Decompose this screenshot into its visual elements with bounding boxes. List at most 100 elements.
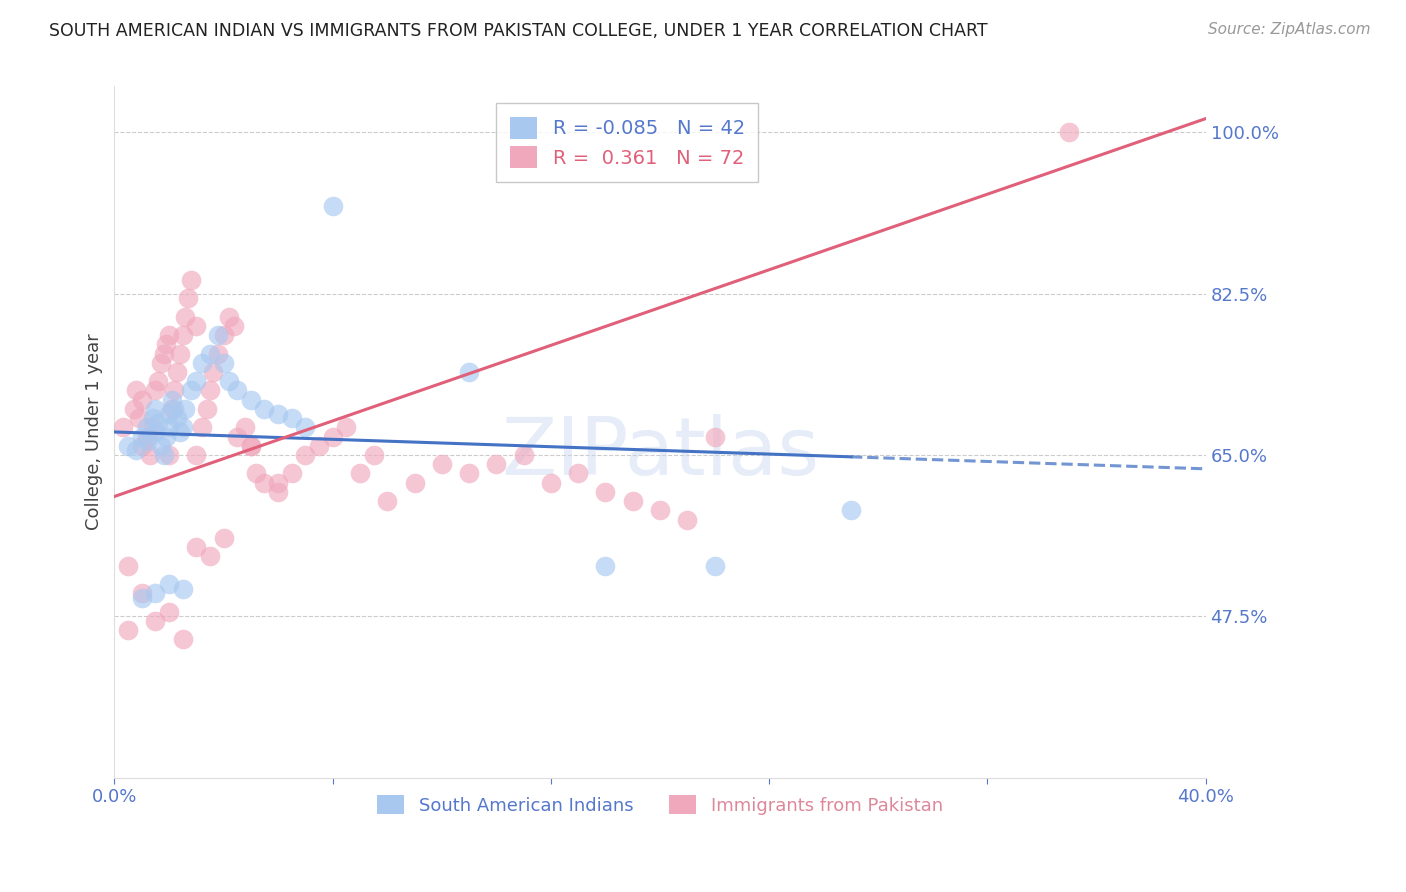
Point (363, 448, 385, 462)
Point (180, 384, 202, 398)
Point (122, 401, 145, 416)
Point (280, 467, 302, 481)
Point (157, 328, 180, 343)
Point (152, 448, 174, 462)
Point (567, 467, 589, 481)
Point (174, 310, 197, 324)
Point (157, 407, 180, 421)
Point (201, 365, 224, 379)
Point (186, 540, 208, 554)
Point (157, 420, 180, 434)
Text: ZIPatlas: ZIPatlas (501, 414, 820, 491)
Point (430, 457, 453, 471)
Point (136, 429, 159, 443)
Point (235, 420, 257, 434)
Point (294, 448, 316, 462)
Point (280, 411, 302, 425)
Point (186, 374, 208, 388)
Point (163, 401, 186, 416)
Point (212, 356, 235, 370)
Point (322, 199, 344, 213)
Point (212, 531, 235, 545)
Point (180, 273, 202, 287)
Point (676, 512, 699, 526)
Point (149, 356, 172, 370)
Point (335, 420, 357, 434)
Point (152, 346, 174, 360)
Point (157, 605, 180, 619)
Legend: South American Indians, Immigrants from Pakistan: South American Indians, Immigrants from … (368, 787, 952, 824)
Point (149, 439, 172, 453)
Point (172, 328, 194, 343)
Point (172, 582, 194, 596)
Point (375, 494, 398, 508)
Point (155, 429, 177, 443)
Point (1057, 125, 1080, 139)
Point (349, 467, 371, 481)
Point (169, 346, 191, 360)
Point (245, 467, 267, 481)
Point (226, 384, 249, 398)
Point (458, 365, 481, 379)
Point (512, 448, 534, 462)
Y-axis label: College, Under 1 year: College, Under 1 year (86, 334, 103, 531)
Point (703, 429, 725, 443)
Point (169, 425, 191, 439)
Point (253, 401, 276, 416)
Point (267, 407, 290, 421)
Point (166, 411, 188, 425)
Point (621, 494, 644, 508)
Point (224, 318, 246, 333)
Point (322, 429, 344, 443)
Point (143, 425, 166, 439)
Point (172, 420, 194, 434)
Point (186, 448, 208, 462)
Point (198, 384, 221, 398)
Point (595, 558, 617, 573)
Point (648, 503, 671, 517)
Point (190, 356, 212, 370)
Point (267, 484, 290, 499)
Point (195, 401, 218, 416)
Point (131, 392, 153, 407)
Point (239, 392, 262, 407)
Point (143, 614, 166, 628)
Point (212, 328, 235, 343)
Point (155, 337, 177, 351)
Point (136, 420, 159, 434)
Point (125, 443, 148, 458)
Point (117, 439, 139, 453)
Point (160, 401, 183, 416)
Point (174, 401, 197, 416)
Point (111, 420, 134, 434)
Point (190, 420, 212, 434)
Point (136, 434, 159, 449)
Point (839, 503, 862, 517)
Point (139, 448, 162, 462)
Point (131, 586, 153, 600)
Point (458, 467, 481, 481)
Point (117, 558, 139, 573)
Point (294, 420, 316, 434)
Point (131, 591, 153, 605)
Point (143, 384, 166, 398)
Point (207, 346, 229, 360)
Point (239, 439, 262, 453)
Point (186, 318, 208, 333)
Point (142, 420, 165, 434)
Text: Source: ZipAtlas.com: Source: ZipAtlas.com (1208, 22, 1371, 37)
Point (404, 475, 426, 490)
Point (157, 577, 180, 591)
Point (166, 365, 188, 379)
Point (117, 623, 139, 637)
Point (131, 429, 153, 443)
Point (198, 549, 221, 564)
Point (253, 475, 276, 490)
Point (143, 586, 166, 600)
Point (267, 475, 290, 490)
Point (177, 291, 200, 305)
Point (239, 439, 262, 453)
Point (172, 632, 194, 647)
Point (163, 384, 186, 398)
Point (146, 374, 169, 388)
